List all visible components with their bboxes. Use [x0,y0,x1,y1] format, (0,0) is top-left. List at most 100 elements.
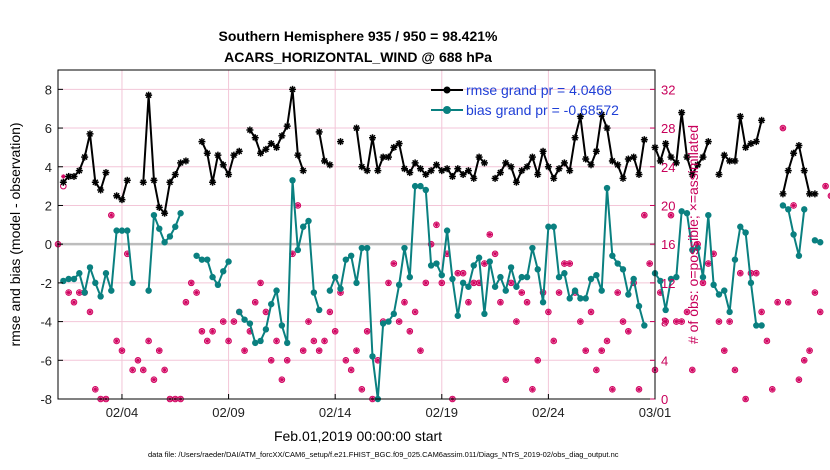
obs-assimilated-marker [311,338,317,344]
obs-assimilated-stroke [503,377,508,382]
obs-assimilated-stroke [231,319,236,324]
obs-assimilated-stroke [226,338,231,343]
obs-assimilated-marker [775,300,780,305]
obs-possible-marker [225,337,232,345]
rmse-marker-stroke [454,165,461,172]
obs-assimilated-marker [791,203,796,208]
bias-marker [150,211,158,219]
obs-possible-marker [720,347,728,354]
obs-assimilated-marker [759,309,764,315]
obs-assimilated-stroke [77,290,82,295]
bias-marker [342,256,350,263]
obs-possible-marker [113,337,120,345]
rmse-marker-stroke [177,159,184,166]
bias-marker [619,266,627,273]
rmse-marker-stroke [715,171,722,178]
obs-assimilated-marker [316,348,322,353]
obs-assimilated-stroke [477,280,482,285]
rmse-marker [667,153,675,161]
obs-possible-marker [534,356,542,364]
obs-assimilated-marker [386,280,391,286]
bias-marker [555,273,563,281]
obs-assimilated-marker [562,261,567,266]
obs-assimilated-stroke [786,300,791,305]
rmse-marker-stroke [625,155,632,163]
bias-marker [683,210,691,217]
obs-assimilated-stroke [770,387,775,392]
rmse-marker [496,169,504,177]
rmse-marker-stroke [630,154,637,161]
bias-marker [465,283,472,290]
rmse-marker-stroke [273,144,280,151]
obs-assimilated-stroke [557,290,562,295]
x-tick-label: 02/04 [106,405,139,420]
rmse-marker [427,167,435,175]
obs-assimilated-marker [668,212,674,218]
rmse-marker-stroke [118,196,125,203]
bias-marker [92,279,99,287]
rmse-line-segment [62,132,107,191]
rmse-marker [742,143,750,151]
rmse-marker-stroke [86,130,94,137]
rmse-marker [209,178,217,186]
rmse-marker-stroke [529,154,536,161]
x-tick-label: 02/19 [426,405,459,420]
obs-assimilated-marker [754,271,759,276]
rmse-marker [225,171,233,179]
obs-assimilated-marker [583,348,588,353]
rmse-marker-stroke [358,163,365,170]
obs-assimilated-stroke [796,377,801,382]
bias-marker [598,287,605,294]
rmse-marker [91,178,99,186]
rmse-marker-stroke [422,171,429,178]
obs-assimilated-stroke [743,397,748,401]
obs-assimilated-marker [285,358,290,363]
bias-marker [433,260,440,267]
y-tick-label: 6 [45,121,52,136]
obs-possible-marker [768,386,776,393]
rmse-marker [161,209,169,217]
obs-assimilated-stroke [605,338,609,343]
plot-frame [57,69,656,400]
rmse-marker [416,165,424,173]
obs-possible-marker [86,308,94,316]
obs-assimilated-stroke [120,348,124,353]
obs-possible-marker [774,298,781,306]
rmse-marker-stroke [433,161,440,168]
rmse-marker [662,140,670,148]
obs-assimilated-marker [588,309,594,315]
bias-marker [742,229,749,236]
obs-possible-marker [587,308,595,316]
rmse-marker-stroke [321,157,328,164]
obs-assimilated-stroke [759,309,764,314]
obs-assimilated-stroke [498,300,503,305]
rmse-marker-stroke [534,171,541,178]
rmse-marker [166,178,174,186]
obs-possible-marker [305,318,312,325]
obs-assimilated-stroke [322,338,327,343]
rmse-marker-stroke [380,154,387,161]
bias-marker [694,244,701,252]
bias-marker [363,244,371,252]
obs-assimilated-stroke [679,319,684,324]
x-tick-label: 02/09 [212,405,245,420]
obs-possible-marker [310,337,318,345]
bias-marker [779,202,787,209]
rmse-marker [267,140,275,148]
obs-assimilated-marker [141,367,146,373]
rmse-marker-stroke [582,155,589,163]
rmse-marker [635,171,643,179]
obs-possible-marker [161,366,168,374]
rmse-marker [395,140,403,148]
obs-possible-marker [486,231,494,238]
obs-assimilated-stroke [402,300,407,305]
y-tick-label-right: 4 [661,353,668,368]
bias-marker [395,281,403,289]
legend-bias-label: bias grand pr = -0.68572 [466,102,619,118]
rmse-marker [448,172,456,180]
rmse-marker-stroke [470,175,477,182]
rmse-marker-stroke [161,210,168,217]
obs-possible-marker [603,337,611,345]
rmse-marker-stroke [513,179,520,186]
bias-marker [502,287,509,294]
